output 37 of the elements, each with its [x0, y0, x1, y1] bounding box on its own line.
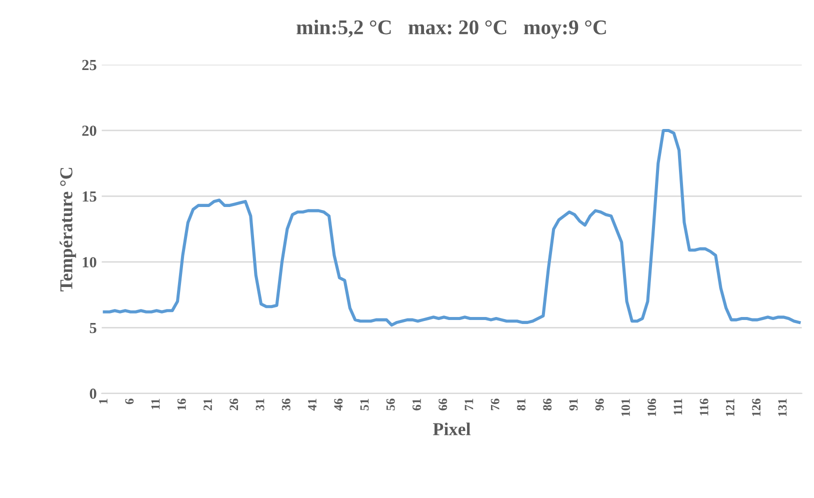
- chart-title: min:5,2 °C max: 20 °C moy:9 °C: [296, 20, 606, 39]
- x-tick-label: 91: [569, 398, 578, 410]
- x-tick-label: 76: [490, 398, 500, 410]
- x-tick-label: 66: [438, 398, 448, 410]
- y-axis-title: Température °C: [60, 168, 76, 292]
- y-tick-label: 25: [82, 60, 96, 70]
- x-tick-label: 131: [778, 398, 787, 416]
- x-tick-label: 101: [621, 398, 630, 416]
- x-tick-label: 106: [648, 398, 656, 416]
- y-tick-label: 10: [82, 257, 96, 268]
- y-tick-label: 0: [90, 388, 96, 399]
- x-tick-label: 1: [99, 398, 108, 404]
- y-tick-label: 15: [82, 191, 96, 202]
- x-tick-label: 46: [334, 398, 343, 411]
- x-tick-label: 111: [674, 398, 682, 415]
- x-tick-label: 6: [125, 398, 134, 404]
- x-tick-label: 96: [595, 398, 604, 410]
- x-tick-label: 71: [464, 398, 474, 410]
- x-tick-label: 86: [543, 398, 552, 410]
- y-tick-label: 20: [82, 126, 96, 136]
- x-axis-title: Pixel: [433, 422, 471, 436]
- y-tick-label: 5: [90, 322, 96, 334]
- x-tick-label: 126: [752, 398, 761, 416]
- x-tick-label: 121: [726, 398, 734, 416]
- x-tick-label: 81: [516, 398, 526, 410]
- x-tick-label: 16: [177, 398, 186, 410]
- x-tick-label: 36: [282, 398, 290, 410]
- x-tick-label: 21: [204, 398, 212, 410]
- x-tick-label: 41: [308, 398, 316, 411]
- x-tick-label: 11: [151, 398, 160, 410]
- line-series: [102, 128, 801, 327]
- x-tick-label: 26: [230, 398, 238, 410]
- x-tick-label: 51: [360, 398, 369, 410]
- x-tick-label: 116: [700, 398, 708, 416]
- x-tick-label: 31: [256, 398, 264, 410]
- x-tick-label: 61: [412, 398, 421, 410]
- x-tick-label: 56: [386, 398, 395, 410]
